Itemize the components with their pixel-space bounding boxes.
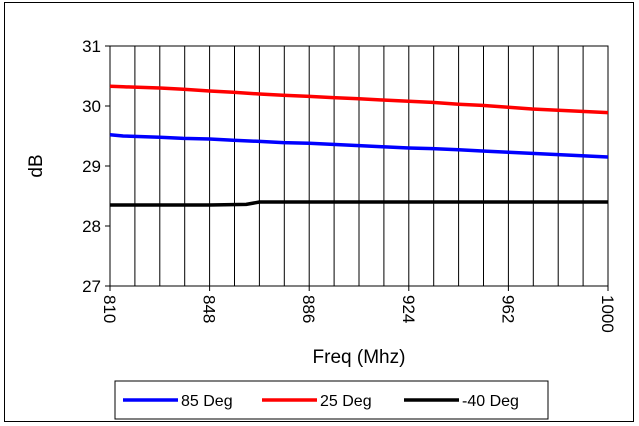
series-line	[109, 84, 609, 115]
series-line	[109, 133, 609, 159]
legend-label: -40 Deg	[462, 393, 519, 410]
legend-label: 25 Deg	[320, 393, 372, 410]
x-tick-layer: 810 848 886 924 962 1000	[100, 286, 617, 333]
series-line	[110, 200, 608, 207]
y-tick-label: 30	[82, 97, 101, 116]
x-tick-label: 924	[399, 295, 418, 323]
y-tick-layer: 27 28 29 30 31	[82, 37, 110, 296]
x-axis-label: Freq (Mhz)	[313, 347, 406, 368]
y-axis-label: dB	[26, 154, 47, 177]
x-tick-label: 848	[200, 295, 219, 323]
grid-layer	[134, 46, 584, 286]
legend-label: 85 Deg	[181, 393, 233, 410]
series-layer	[109, 84, 609, 207]
y-tick-label: 31	[82, 37, 101, 56]
x-tick-label: 1000	[598, 295, 617, 333]
x-tick-label: 810	[100, 295, 119, 323]
chart-frame	[4, 2, 634, 422]
x-tick-label: 886	[299, 295, 318, 323]
y-tick-label: 29	[82, 157, 101, 176]
legend: 85 Deg 25 Deg -40 Deg	[114, 380, 549, 420]
x-tick-label: 962	[498, 295, 517, 323]
y-tick-label: 28	[82, 217, 101, 236]
legend-box	[114, 380, 549, 420]
y-tick-label: 27	[82, 277, 101, 296]
